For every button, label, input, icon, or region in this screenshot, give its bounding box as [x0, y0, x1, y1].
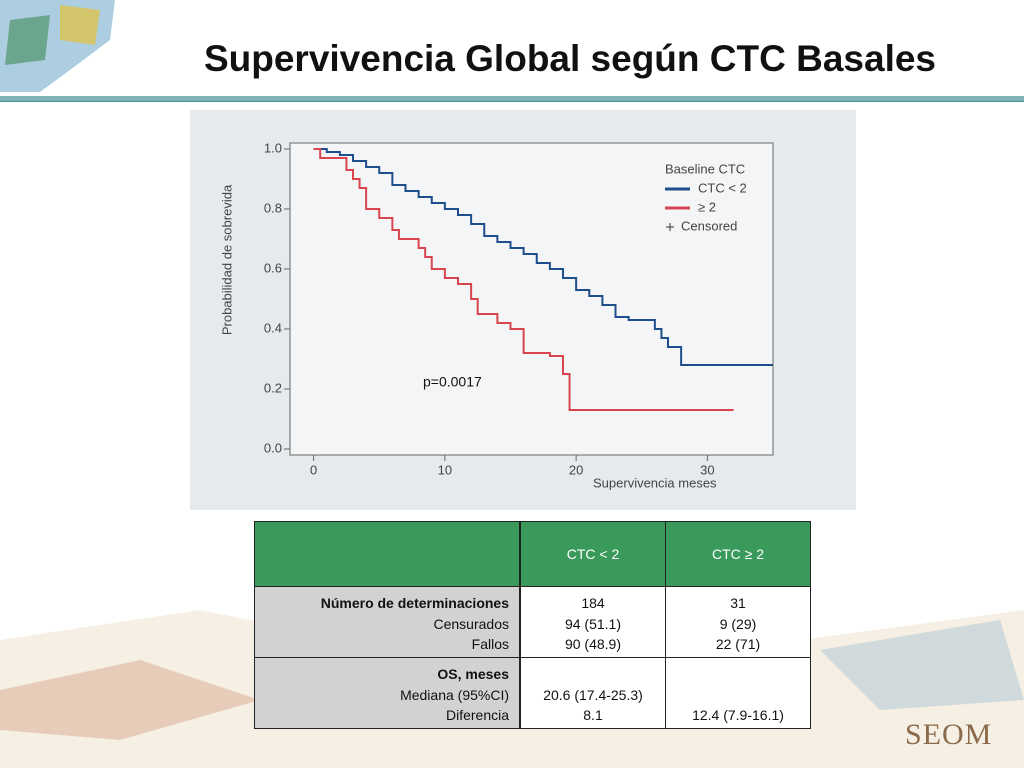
cell-text: 94 (51.1) — [564, 615, 622, 632]
cell-text: CTC < 2 — [566, 546, 620, 562]
cell-text: 20.6 (17.4-25.3) — [543, 686, 643, 703]
annotation: p=0.0017 — [423, 374, 482, 390]
header-cell: CTC < 2 — [520, 521, 666, 587]
y-tick-label: 0.0 — [264, 440, 282, 455]
cell-text: 9 (29) — [719, 615, 757, 632]
cell-text: Diferencia — [445, 707, 509, 723]
logo: SEOM — [905, 718, 993, 751]
cell-text: 22 (71) — [715, 636, 761, 652]
value-cell: 20.6 (17.4-25.3) 8.1 — [520, 657, 666, 729]
chart: p=0.0017 Supervivencia meses Probabilida… — [190, 110, 856, 510]
survival-line — [313, 148, 734, 411]
y-tick-label: 0.6 — [264, 260, 282, 275]
cell-text: Número de determinaciones — [320, 595, 509, 611]
legend-label: CTC < 2 — [698, 180, 747, 195]
plot-area — [289, 142, 774, 456]
cell-text: Mediana (95%CI) — [400, 686, 509, 703]
y-tick-label: 0.2 — [264, 380, 282, 395]
slide-title: Supervivencia Global según CTC Basales — [203, 38, 937, 79]
x-tick-label: 30 — [700, 462, 714, 477]
value-cell: 12.4 (7.9-16.1) — [665, 657, 811, 729]
cell-text: 31 — [730, 595, 746, 611]
x-tick-label: 0 — [310, 462, 317, 477]
legend-label: ≥ 2 — [698, 199, 716, 214]
survival-line — [313, 148, 773, 366]
y-axis-label: Probabilidad de sobrevida — [219, 184, 234, 335]
cell-text: Censurados — [433, 615, 510, 632]
legend-label: Censored — [681, 218, 737, 233]
cell-text: Fallos — [471, 636, 509, 652]
x-tick-label: 20 — [569, 462, 583, 477]
cell-text: CTC ≥ 2 — [711, 546, 765, 562]
row-label: OS, meses Mediana (95%CI) Diferencia — [254, 657, 520, 729]
y-tick-label: 0.4 — [264, 320, 282, 335]
legend-censored-symbol — [666, 223, 674, 231]
value-cell: 31 9 (29) 22 (71) — [665, 586, 811, 658]
cell-text: OS, meses — [437, 666, 509, 682]
value-cell: 184 94 (51.1) 90 (48.9) — [520, 586, 666, 658]
cell-text: 12.4 (7.9-16.1) — [692, 707, 784, 723]
table: CTC < 2 CTC ≥ 2 Número de determinaciones C… — [254, 521, 811, 729]
cell-text: 90 (48.9) — [564, 636, 622, 652]
title-rule — [0, 96, 1024, 102]
row-label: Número de determinaciones Censurados Fallo… — [254, 586, 520, 658]
y-tick-label: 1.0 — [264, 140, 282, 155]
cell-text: 8.1 — [583, 707, 603, 723]
y-tick-label: 0.8 — [264, 200, 282, 215]
header-cell: CTC ≥ 2 — [665, 521, 811, 587]
legend-title: Baseline CTC — [665, 161, 745, 176]
x-tick-label: 10 — [438, 462, 452, 477]
cell-text: 184 — [581, 595, 605, 611]
x-axis-label: Supervivencia meses — [593, 475, 717, 490]
header-cell — [254, 521, 520, 587]
